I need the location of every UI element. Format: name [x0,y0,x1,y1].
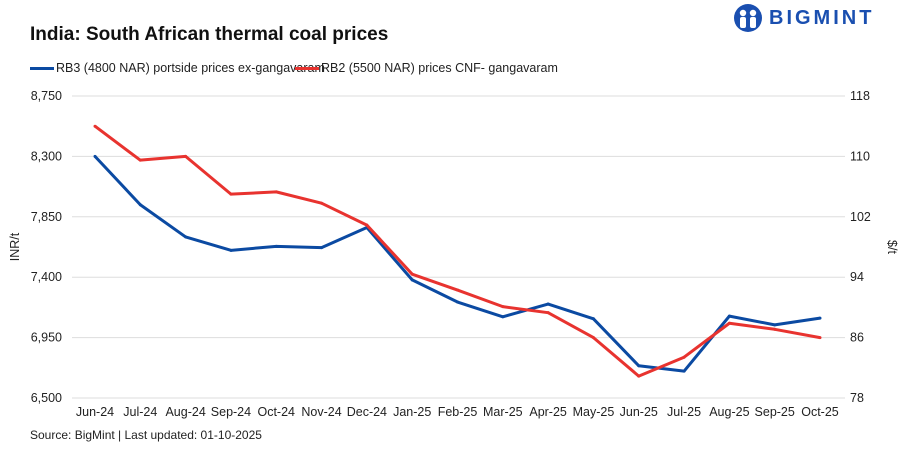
y2-tick-label: 94 [850,270,864,284]
x-tick-label: Sep-25 [755,405,795,419]
data-point [93,154,97,158]
data-point [682,355,686,359]
y2-axis-label: $/t [885,240,899,254]
y2-tick-label: 118 [850,89,870,103]
data-point [501,305,505,309]
data-point [818,336,822,340]
y2-tick-label: 86 [850,331,864,345]
y-tick-label: 8,300 [31,149,62,163]
x-tick-label: Oct-25 [801,405,839,419]
data-point [410,272,414,276]
x-tick-label: Jul-25 [667,405,701,419]
data-point [93,124,97,128]
data-point [637,374,641,378]
y-tick-label: 6,500 [31,391,62,405]
x-tick-label: Aug-24 [165,405,205,419]
data-point [274,244,278,248]
data-point [365,223,369,227]
data-point [546,302,550,306]
x-tick-label: Mar-25 [483,405,523,419]
data-point [229,248,233,252]
y-tick-label: 7,400 [31,270,62,284]
x-tick-label: Jun-24 [76,405,114,419]
legend-swatch-rb3 [30,66,54,70]
legend-label-rb3: RB3 (4800 NAR) portside prices ex-gangav… [56,61,325,75]
data-point [138,158,142,162]
y-tick-label: 8,750 [31,89,62,103]
y-axis-label: INR/t [8,232,22,261]
data-point [410,278,414,282]
bigmint-logo: BIGMINT [733,3,874,33]
data-point [637,364,641,368]
logo-people-icon [734,4,762,32]
y-tick-label: 7,850 [31,210,62,224]
data-point [320,201,324,205]
data-point [320,246,324,250]
data-point [591,336,595,340]
x-tick-label: Oct-24 [257,405,295,419]
x-tick-label: Sep-24 [211,405,251,419]
x-tick-label: Dec-24 [347,405,387,419]
logo-text: BIGMINT [769,6,875,29]
data-point [591,317,595,321]
data-point [546,311,550,315]
data-point [456,288,459,292]
legend-item-rb3: RB3 (4800 NAR) portside prices ex-gangav… [30,61,325,75]
x-tick-label: May-25 [573,405,615,419]
data-point [773,323,777,327]
chart-title: India: South African thermal coal prices [30,24,389,45]
x-tick-label: Jan-25 [393,405,431,419]
legend-label-rb2: RB2 (5500 NAR) prices CNF- gangavaram [321,61,558,75]
x-tick-label: Jul-24 [123,405,157,419]
data-point [456,300,459,304]
data-point [229,192,233,196]
y2-tick-label: 110 [850,149,870,163]
x-tick-label: Nov-24 [301,405,341,419]
y2-tick-label: 78 [850,391,864,405]
data-point [274,190,278,194]
series-line-rb2 [94,124,821,378]
y2-tick-label: 102 [850,210,871,224]
x-tick-label: Apr-25 [529,405,567,419]
data-point [184,235,188,239]
series-line-rb3 [93,155,821,373]
data-point [682,369,686,373]
data-point [184,154,188,158]
data-point [773,327,777,331]
legend-item-rb2: RB2 (5500 NAR) prices CNF- gangavaram [295,61,558,75]
data-point [727,314,731,318]
source-note: Source: BigMint | Last updated: 01-10-20… [30,428,262,442]
data-point [727,321,731,325]
data-point [818,316,822,320]
x-tick-label: Aug-25 [709,405,749,419]
x-tick-label: Jun-25 [620,405,658,419]
data-point [138,203,142,207]
x-tick-label: Feb-25 [438,405,478,419]
legend-swatch-rb2 [295,66,319,70]
data-point [501,315,505,319]
y-tick-label: 6,950 [31,331,62,345]
